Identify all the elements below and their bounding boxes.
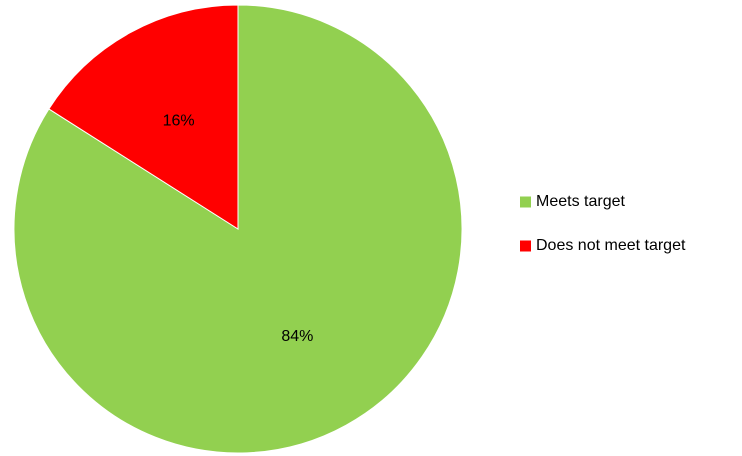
legend-swatch-does-not-meet-target <box>520 240 531 252</box>
legend-label-does-not-meet-target: Does not meet target <box>536 237 686 254</box>
data-label-meets-target: 84% <box>281 328 313 345</box>
pie-slice-meets-target <box>13 4 463 454</box>
pie-slice-does-not-meet-target <box>48 4 239 230</box>
legend-label-meets-target: Meets target <box>536 193 625 210</box>
legend: Meets target Does not meet target <box>520 193 686 254</box>
pie-data-labels: 84% 16% <box>163 112 314 345</box>
data-label-does-not-meet-target: 16% <box>163 112 195 129</box>
pie-slices <box>13 4 463 454</box>
legend-swatch-meets-target <box>520 196 531 208</box>
